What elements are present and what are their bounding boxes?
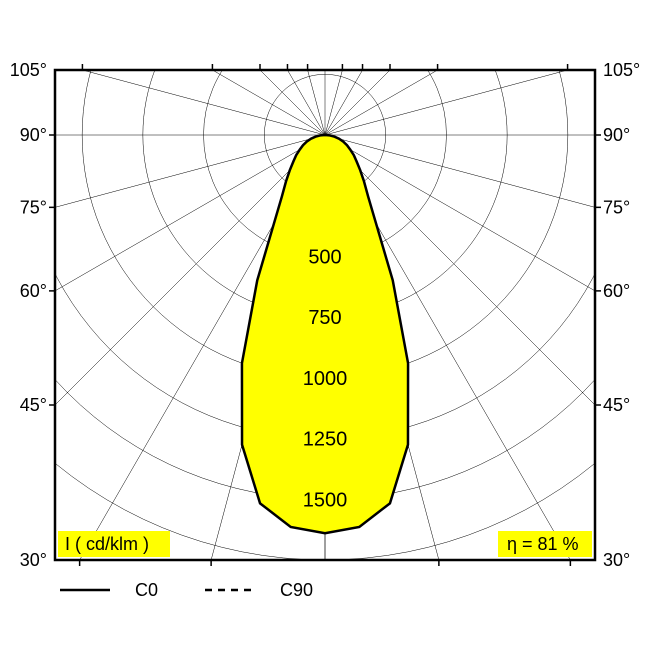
radial-tick-label: 1000	[303, 368, 348, 390]
radial-tick-label: 500	[308, 246, 341, 268]
angle-label-right: 30°	[603, 550, 630, 570]
radial-tick-label: 750	[308, 307, 341, 329]
polar-chart-container: 500 750 1000 1250 1500 I ( cd/klm ) η = 81 % 30…	[0, 0, 650, 650]
angle-label-right: 60°	[603, 281, 630, 301]
angle-label-left: 105°	[10, 60, 47, 80]
efficiency-label: η = 81 %	[507, 534, 579, 554]
intensity-curve-c0	[242, 135, 408, 533]
legend-label-c90: C90	[280, 580, 313, 600]
angle-label-left: 45°	[20, 395, 47, 415]
legend-label-c0: C0	[135, 580, 158, 600]
angle-label-left: 90°	[20, 125, 47, 145]
angle-label-left: 75°	[20, 197, 47, 217]
polar-chart-svg: 500 750 1000 1250 1500 I ( cd/klm ) η = 81 % 30…	[0, 0, 650, 650]
radial-tick-label: 1500	[303, 489, 348, 511]
angle-label-right: 45°	[603, 395, 630, 415]
angle-label-left: 30°	[20, 550, 47, 570]
angle-label-right: 105°	[603, 60, 640, 80]
unit-label: I ( cd/klm )	[65, 534, 149, 554]
angle-label-left: 60°	[20, 281, 47, 301]
angle-label-right: 90°	[603, 125, 630, 145]
angle-label-right: 75°	[603, 197, 630, 217]
radial-tick-label: 1250	[303, 429, 348, 451]
